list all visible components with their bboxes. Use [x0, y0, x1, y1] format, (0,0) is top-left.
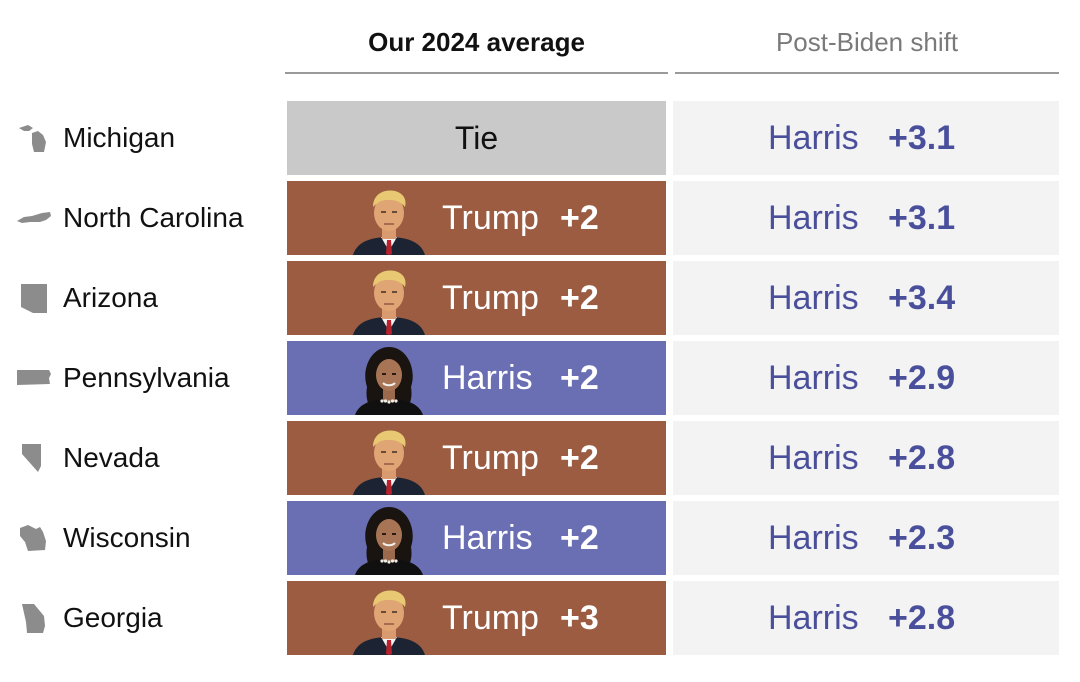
average-margin: +3 — [560, 598, 599, 637]
table-row: Arizona Trump +2 Harris +3.4 — [0, 261, 1080, 335]
trump-portrait-icon — [351, 423, 427, 495]
state-name: Arizona — [63, 282, 158, 313]
average-cell: Trump +3 — [287, 581, 666, 655]
shift-leader: Harris — [768, 598, 859, 637]
shift-cell: Harris +3.1 — [673, 181, 1059, 255]
average-cell: Tie — [287, 101, 666, 175]
shift-margin: +3.1 — [888, 118, 956, 157]
table-row: Michigan Tie Harris +3.1 — [0, 101, 1080, 175]
shift-cell: Harris +2.8 — [673, 581, 1059, 655]
average-margin: +2 — [560, 278, 599, 317]
state-label: Georgia — [16, 581, 281, 655]
north-carolina-shape-icon — [16, 200, 52, 236]
average-leader: Trump — [442, 198, 539, 237]
average-cell: Trump +2 — [287, 261, 666, 335]
nevada-shape-icon — [16, 440, 52, 476]
table-row: Wisconsin Harris +2 Harris +2.3 — [0, 501, 1080, 575]
state-label: Michigan — [16, 101, 281, 175]
state-name: Wisconsin — [63, 522, 191, 553]
trump-portrait-icon — [351, 263, 427, 335]
average-margin: +2 — [560, 438, 599, 477]
state-name: Pennsylvania — [63, 362, 230, 393]
table-row: Nevada Trump +2 Harris +2.8 — [0, 421, 1080, 495]
shift-cell: Harris +2.3 — [673, 501, 1059, 575]
average-cell: Harris +2 — [287, 501, 666, 575]
average-leader: Harris — [442, 518, 533, 557]
pennsylvania-shape-icon — [16, 360, 52, 396]
shift-cell: Harris +2.9 — [673, 341, 1059, 415]
state-label: North Carolina — [16, 181, 281, 255]
average-leader: Trump — [442, 598, 539, 637]
michigan-shape-icon — [16, 120, 52, 156]
average-margin: +2 — [560, 358, 599, 397]
shift-margin: +3.4 — [888, 278, 956, 317]
state-label: Pennsylvania — [16, 341, 281, 415]
state-label: Wisconsin — [16, 501, 281, 575]
average-cell: Harris +2 — [287, 341, 666, 415]
state-name: Nevada — [63, 442, 160, 473]
shift-leader: Harris — [768, 278, 859, 317]
shift-margin: +2.8 — [888, 438, 956, 477]
average-margin: +2 — [560, 198, 599, 237]
header-our-2024-average: Our 2024 average — [368, 26, 585, 57]
state-label: Nevada — [16, 421, 281, 495]
wisconsin-shape-icon — [16, 520, 52, 556]
shift-margin: +2.3 — [888, 518, 956, 557]
shift-leader: Harris — [768, 518, 859, 557]
georgia-shape-icon — [16, 600, 52, 636]
trump-portrait-icon — [351, 583, 427, 655]
arizona-shape-icon — [16, 280, 52, 316]
header-rule-shift — [675, 72, 1059, 74]
header-post-biden-shift: Post-Biden shift — [775, 26, 959, 57]
average-leader: Trump — [442, 278, 539, 317]
shift-cell: Harris +2.8 — [673, 421, 1059, 495]
shift-leader: Harris — [768, 358, 859, 397]
average-cell: Trump +2 — [287, 181, 666, 255]
table-row: Pennsylvania Harris +2 Harris +2.9 — [0, 341, 1080, 415]
state-name: North Carolina — [63, 202, 244, 233]
average-leader: Tie — [454, 119, 499, 156]
shift-leader: Harris — [768, 118, 859, 157]
shift-margin: +2.8 — [888, 598, 956, 637]
average-leader: Harris — [442, 358, 533, 397]
shift-leader: Harris — [768, 438, 859, 477]
trump-portrait-icon — [351, 183, 427, 255]
state-label: Arizona — [16, 261, 281, 335]
state-name: Michigan — [63, 122, 176, 153]
average-margin: +2 — [560, 518, 599, 557]
state-name: Georgia — [63, 602, 163, 633]
average-cell: Trump +2 — [287, 421, 666, 495]
table-row: North Carolina Trump +2 Harris +3.1 — [0, 181, 1080, 255]
harris-portrait-icon — [351, 343, 427, 415]
shift-cell: Harris +3.4 — [673, 261, 1059, 335]
harris-portrait-icon — [351, 503, 427, 575]
shift-leader: Harris — [768, 198, 859, 237]
shift-margin: +3.1 — [888, 198, 956, 237]
average-leader: Trump — [442, 438, 539, 477]
shift-margin: +2.9 — [888, 358, 956, 397]
table-row: Georgia Trump +3 Harris +2.8 — [0, 581, 1080, 655]
shift-cell: Harris +3.1 — [673, 101, 1059, 175]
header-rule-average — [285, 72, 668, 74]
